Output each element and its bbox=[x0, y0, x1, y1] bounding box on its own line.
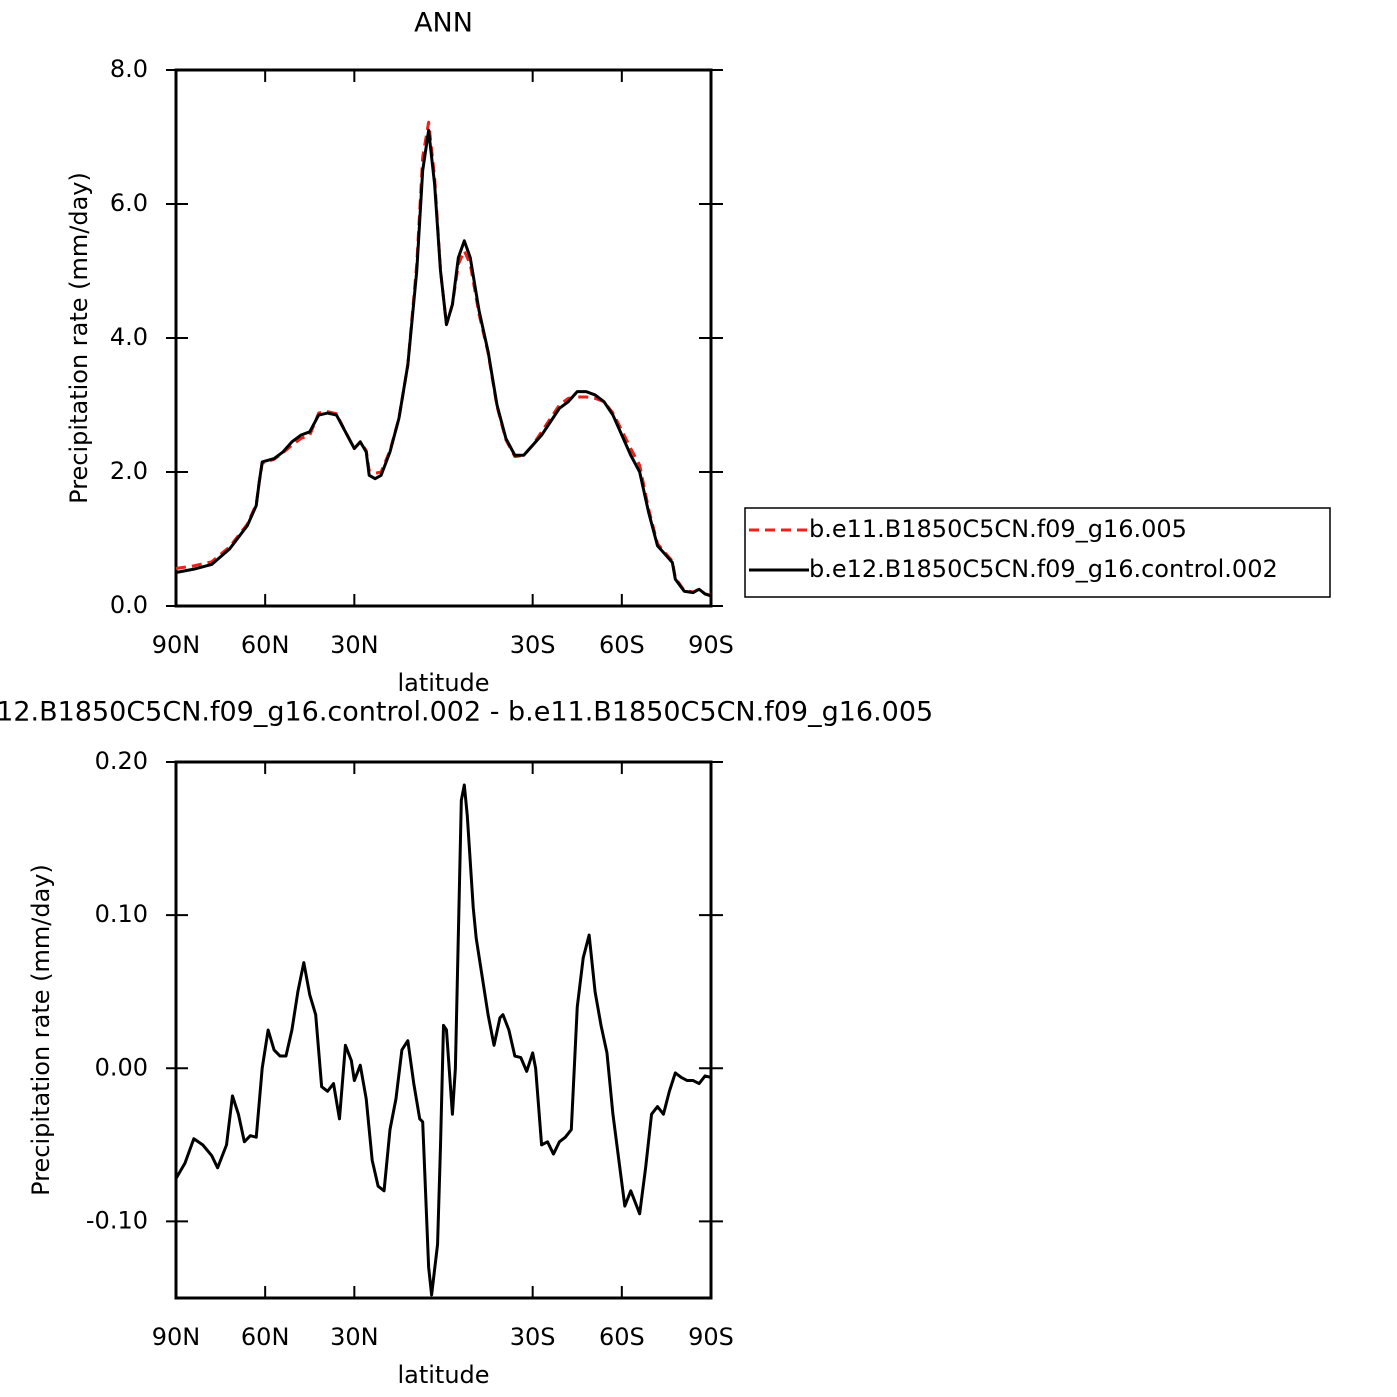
x-axis-label: latitude bbox=[397, 669, 489, 697]
y-tick-label: 2.0 bbox=[110, 457, 148, 485]
x-tick-label: 90N bbox=[152, 631, 201, 659]
y-tick-label: 6.0 bbox=[110, 189, 148, 217]
y-tick-label: 0.20 bbox=[95, 747, 148, 775]
data-line bbox=[174, 783, 712, 1297]
x-tick-label: 60N bbox=[241, 1323, 290, 1351]
legend-label: b.e11.B1850C5CN.f09_g16.005 bbox=[809, 515, 1187, 543]
x-axis-label: latitude bbox=[397, 1361, 489, 1389]
legend-box bbox=[744, 507, 1331, 598]
data-line bbox=[175, 128, 712, 598]
data-line bbox=[175, 120, 712, 597]
x-tick-label: 30N bbox=[330, 1323, 379, 1351]
y-tick-label: 8.0 bbox=[110, 55, 148, 83]
y-tick-label: 4.0 bbox=[110, 323, 148, 351]
y-axis-label: Precipitation rate (mm/day) bbox=[65, 172, 93, 504]
chart-title: ANN bbox=[414, 8, 473, 39]
x-tick-label: 60S bbox=[599, 631, 645, 659]
x-tick-label: 30N bbox=[330, 631, 379, 659]
y-tick-label: 0.0 bbox=[110, 591, 148, 619]
x-tick-label: 90S bbox=[688, 631, 734, 659]
y-tick-label: 0.00 bbox=[95, 1053, 148, 1081]
x-tick-label: 30S bbox=[510, 1323, 556, 1351]
plot-frame bbox=[174, 68, 713, 608]
y-tick-label: 0.10 bbox=[95, 900, 148, 928]
legend-label: b.e12.B1850C5CN.f09_g16.control.002 bbox=[809, 555, 1278, 583]
y-axis-label: Precipitation rate (mm/day) bbox=[27, 864, 55, 1196]
x-tick-label: 30S bbox=[510, 631, 556, 659]
y-tick-label: -0.10 bbox=[86, 1206, 148, 1234]
x-tick-label: 90N bbox=[152, 1323, 201, 1351]
x-tick-label: 60N bbox=[241, 631, 290, 659]
chart-title: b.e12.B1850C5CN.f09_g16.control.002 - b.… bbox=[0, 697, 933, 728]
x-tick-label: 60S bbox=[599, 1323, 645, 1351]
x-tick-label: 90S bbox=[688, 1323, 734, 1351]
plot-frame bbox=[174, 760, 713, 1300]
